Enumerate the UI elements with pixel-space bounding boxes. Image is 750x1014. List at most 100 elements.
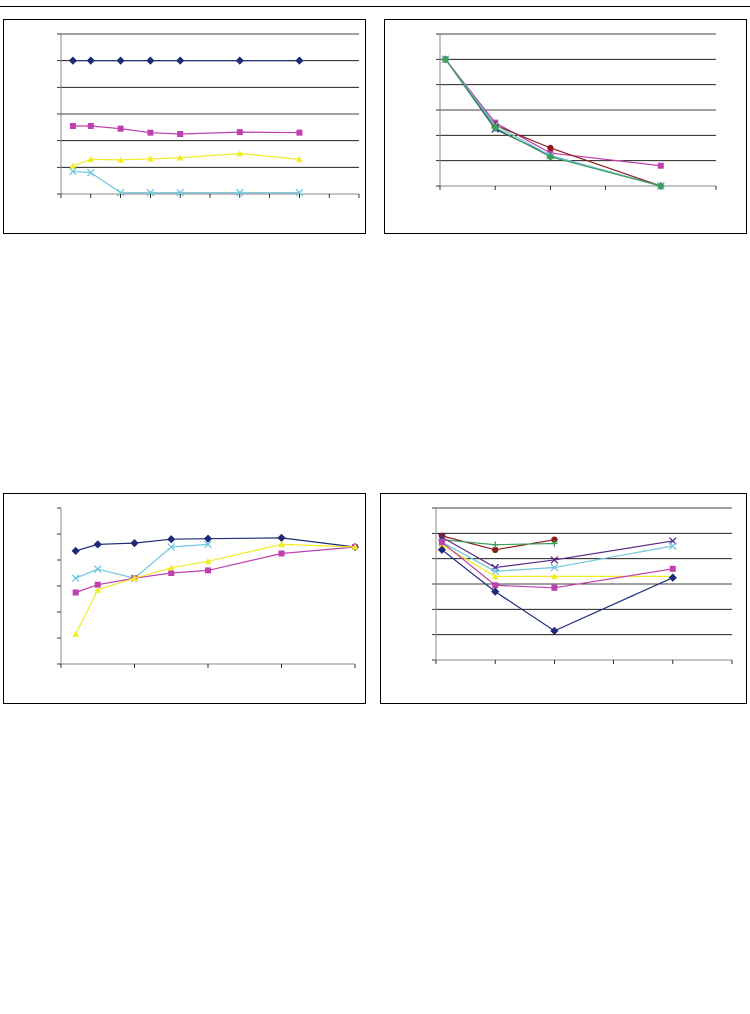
chart-2-series-3-point <box>351 543 359 550</box>
chart-2-series-2-point <box>278 550 285 557</box>
chart-1-series-2-point <box>547 144 554 152</box>
chart-3-series-6-point <box>437 545 447 554</box>
chart-1-series-4-point <box>656 181 665 191</box>
chart-3-series-3-line <box>441 541 673 572</box>
chart-1-series-4-line <box>445 58 661 187</box>
chart-2-series-1-point-b <box>71 574 80 583</box>
chart-panel-top-right <box>384 19 747 234</box>
chart-3-series-6-line <box>441 549 674 632</box>
chart-0-series-2-point <box>296 155 303 163</box>
chart-0-series-2-point <box>117 156 124 163</box>
chart-2-series-2-point <box>72 589 79 596</box>
chart-0-series-2-point <box>176 154 184 161</box>
chart-0-series-1-point <box>177 131 184 137</box>
chart-2-series-0-point <box>71 546 80 556</box>
chart-2-series-1-point <box>204 540 212 549</box>
chart-0-series-1-line <box>72 125 300 135</box>
chart-top-right-svg <box>436 33 717 191</box>
chart-panel-bottom-right <box>380 493 747 704</box>
chart-3-series-3-point <box>550 563 559 572</box>
chart-1-series-3-line <box>445 58 661 187</box>
chart-0-series-3-point-b <box>116 188 125 197</box>
chart-2-series-1-point-b <box>167 543 176 551</box>
chart-1-series-0-line <box>445 58 661 187</box>
chart-3-series-5-point <box>492 582 499 589</box>
chart-2-series-2-point <box>168 570 175 576</box>
chart-2-series-2-point <box>94 581 101 588</box>
chart-0-series-0-point <box>86 56 95 65</box>
chart-3-series-0-line <box>441 535 555 551</box>
chart-2-series-3-point <box>278 541 285 548</box>
chart-0-series-0-point <box>295 56 304 65</box>
chart-0-series-0-point <box>235 56 244 65</box>
chart-3-series-3-point-b <box>668 542 677 550</box>
chart-3-series-4-point <box>491 573 499 580</box>
chart-0-series-3-point <box>235 188 244 197</box>
chart-0-series-3-point-b <box>146 188 155 197</box>
chart-0-series-2-line <box>72 152 300 167</box>
chart-0-series-3-point <box>69 167 77 176</box>
chart-bottom-right-svg <box>432 507 733 664</box>
chart-2-series-3-point <box>131 574 138 581</box>
chart-1-series-1-point <box>657 162 664 169</box>
chart-0-series-3-point-b <box>176 188 185 197</box>
chart-0-series-3-point-b <box>235 188 244 197</box>
chart-3-series-3-point-b <box>491 567 500 576</box>
chart-3-series-3-point-b <box>550 563 559 572</box>
chart-3-series-5-line <box>441 541 673 589</box>
chart-0-series-2-point <box>147 155 154 162</box>
header-rule <box>0 6 750 7</box>
chart-0-series-3-point <box>116 188 125 197</box>
chart-2-series-0-point <box>93 540 102 549</box>
chart-2-series-3-line <box>75 543 356 635</box>
chart-2-series-1-point <box>167 543 176 551</box>
chart-2-series-0-point <box>130 538 139 548</box>
chart-bottom-left-svg <box>57 507 360 668</box>
chart-0-series-0-point <box>176 56 185 65</box>
chart-3-series-5-point <box>669 565 676 572</box>
chart-panel-bottom-left <box>3 493 366 704</box>
chart-1-series-4-point <box>546 152 555 161</box>
chart-0-series-1-point <box>236 129 243 136</box>
chart-panel-top-left <box>3 19 366 234</box>
chart-2-series-3-point <box>94 586 102 593</box>
chart-3-series-4-point <box>551 573 558 580</box>
chart-0-series-3-line <box>72 170 300 194</box>
chart-top-left-svg <box>57 33 360 198</box>
chart-1-series-1-line <box>445 58 661 167</box>
chart-3-series-2-point <box>550 556 559 564</box>
chart-3-series-0-point <box>551 536 558 543</box>
chart-2-series-3-point <box>72 630 80 637</box>
chart-0-series-1-point <box>117 125 124 132</box>
chart-1-series-2-line <box>445 58 661 187</box>
chart-2-series-1-point <box>71 574 80 583</box>
chart-2-series-0-line <box>75 537 356 552</box>
chart-3-series-4-line <box>441 544 673 578</box>
chart-2-series-3-point <box>167 564 175 571</box>
chart-0-series-2-point <box>69 162 77 169</box>
chart-3-series-6-point <box>550 626 559 635</box>
chart-0-series-0-point <box>68 56 78 65</box>
chart-3-series-3-point <box>491 567 500 576</box>
chart-0-series-1-point <box>296 129 303 136</box>
chart-0-series-3-point-b <box>86 168 95 177</box>
chart-0-series-0-point <box>116 56 125 65</box>
chart-2-series-0-point <box>203 534 213 543</box>
chart-3-series-5-point <box>438 539 445 546</box>
chart-0-series-3-point <box>176 188 185 197</box>
chart-0-series-3-point-b <box>295 188 304 197</box>
chart-2-series-1-point-b <box>93 565 102 573</box>
chart-1-series-4-point <box>491 123 500 132</box>
chart-0-series-3-point <box>146 188 155 197</box>
chart-3-series-6-point <box>491 587 500 596</box>
chart-0-series-1-point <box>87 123 94 129</box>
chart-2-series-0-point <box>277 533 286 543</box>
chart-2-series-2-point <box>205 567 211 574</box>
chart-1-series-4-point <box>441 55 450 64</box>
chart-0-series-1-point <box>69 123 76 129</box>
chart-3-series-1-point <box>491 541 499 549</box>
chart-0-series-2-point <box>87 155 95 163</box>
chart-0-series-3-point <box>295 188 304 197</box>
chart-2-series-1-line <box>75 543 209 579</box>
chart-2-series-1-point-b <box>204 540 212 549</box>
